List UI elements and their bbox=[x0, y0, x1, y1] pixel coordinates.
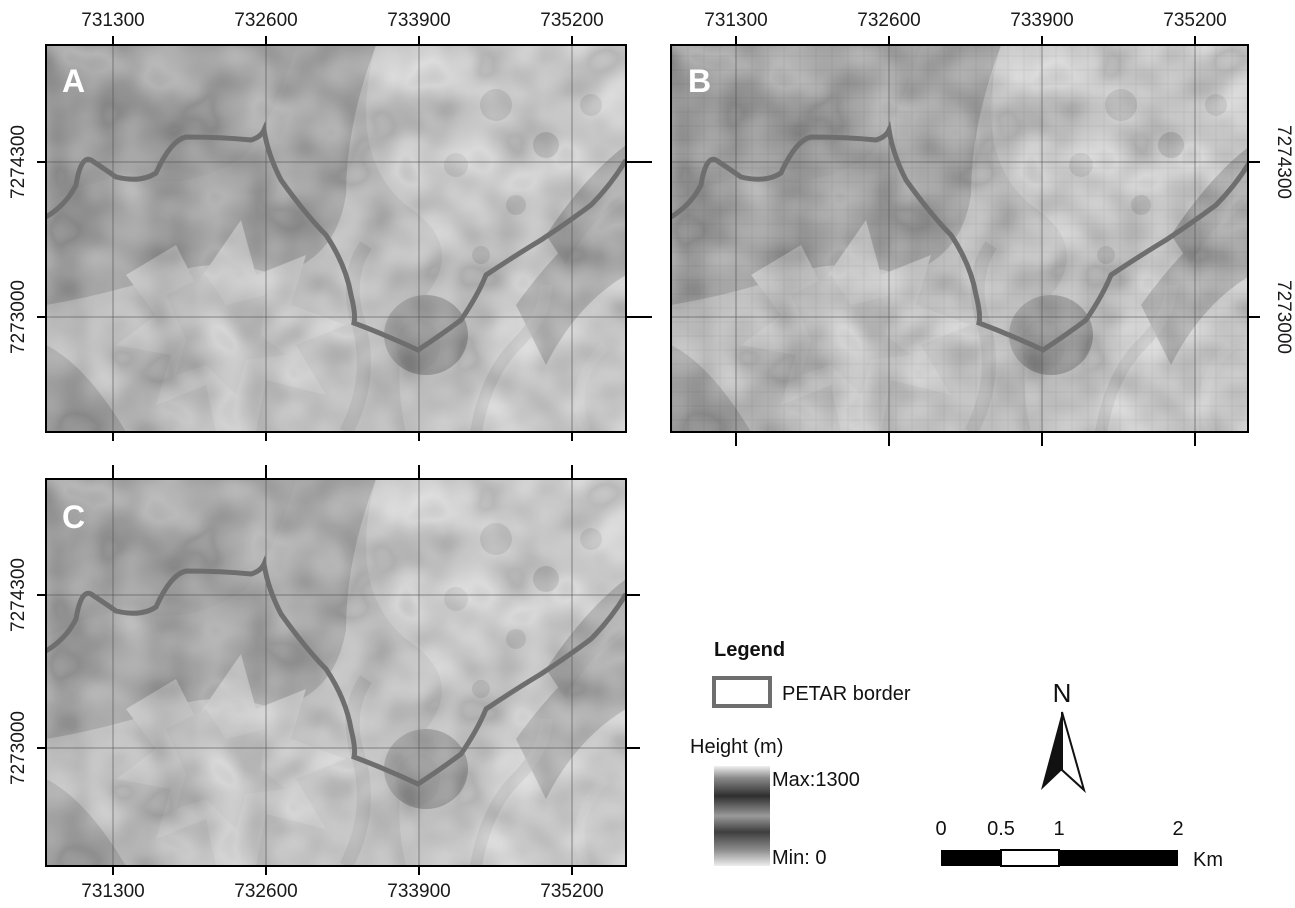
panel-c-x-tick-label: 732600 bbox=[234, 881, 297, 902]
scale-bar-label: 1 bbox=[1053, 818, 1064, 840]
panel-a-x-tick-label: 735200 bbox=[540, 10, 603, 31]
north-arrow-icon bbox=[1041, 712, 1062, 790]
panel-b-terrain bbox=[671, 45, 1248, 432]
petar-border-label: PETAR border bbox=[782, 683, 911, 705]
panel-c-x-tick-label: 735200 bbox=[540, 881, 603, 902]
panel-a-x-tick-label: 731300 bbox=[81, 10, 144, 31]
legend-title: Legend bbox=[714, 639, 785, 661]
panel-a-y-ticks bbox=[37, 161, 652, 318]
panel-a-letter: A bbox=[62, 63, 85, 99]
height-min-label: Min: 0 bbox=[772, 847, 826, 869]
panel-c-terrain bbox=[46, 479, 626, 866]
height-color-ramp bbox=[714, 766, 770, 866]
panel-b-x-tick-label: 731300 bbox=[704, 10, 767, 31]
panel-b-grid bbox=[671, 45, 1248, 432]
scale-bar-label: 0 bbox=[935, 818, 946, 840]
height-max-label: Max:1300 bbox=[772, 769, 860, 791]
panel-b-x-tick-label: 735200 bbox=[1163, 10, 1226, 31]
panel-c-y-tick-label: 7274300 bbox=[8, 558, 29, 632]
panel-c-grid bbox=[46, 479, 626, 866]
panel-c-x-tick-label: 731300 bbox=[81, 881, 144, 902]
panel-c-frame bbox=[45, 478, 627, 867]
scale-bar: 0 0.5 1 2 Km bbox=[935, 818, 1223, 871]
height-legend-title: Height (m) bbox=[690, 736, 783, 758]
panel-a-terrain bbox=[46, 45, 626, 432]
panel-a-x-ticks bbox=[112, 36, 573, 441]
panel-c-letter: C bbox=[62, 499, 85, 535]
petar-border-swatch bbox=[712, 676, 772, 708]
panel-c-y-ticks bbox=[37, 594, 640, 749]
panel-b-letter: B bbox=[688, 63, 711, 99]
panel-b-x-tick-label: 733900 bbox=[1010, 10, 1073, 31]
panel-b: B 731300 732600 733900 735200 7274300 72… bbox=[670, 10, 1294, 446]
panel-b-y-tick-label: 7273000 bbox=[1273, 280, 1294, 354]
panel-a-x-tick-label: 732600 bbox=[234, 10, 297, 31]
panel-a-x-tick-label: 733900 bbox=[387, 10, 450, 31]
panel-a-y-tick-label: 7274300 bbox=[8, 125, 29, 199]
panel-a-y-tick-label: 7273000 bbox=[8, 280, 29, 354]
panel-c-x-ticks bbox=[112, 465, 573, 875]
panel-c-x-tick-label: 733900 bbox=[387, 881, 450, 902]
scale-bar-label: 2 bbox=[1172, 818, 1183, 840]
north-arrow-letter: N bbox=[1053, 678, 1072, 708]
panel-a-grid bbox=[46, 45, 626, 432]
panel-a-frame bbox=[45, 44, 627, 433]
north-arrow: N bbox=[1041, 678, 1086, 794]
panel-a: A 731300 732600 733900 735200 7274300 72… bbox=[8, 10, 652, 441]
panel-b-y-tick-label: 7274300 bbox=[1273, 125, 1294, 199]
legend: Legend PETAR border Height (m) Max:1300 … bbox=[690, 639, 911, 869]
scale-bar-unit: Km bbox=[1193, 849, 1223, 871]
panel-b-y-ticks bbox=[1248, 161, 1260, 318]
panel-b-x-tick-label: 732600 bbox=[857, 10, 920, 31]
panel-b-frame bbox=[670, 44, 1249, 433]
scale-bar-label: 0.5 bbox=[987, 818, 1015, 840]
scale-bar-segment bbox=[941, 850, 1001, 866]
panel-b-x-ticks bbox=[735, 36, 1196, 446]
scale-bar-segment bbox=[1000, 849, 1060, 867]
panel-c-y-tick-label: 7273000 bbox=[8, 711, 29, 785]
scale-bar-segment bbox=[1059, 850, 1178, 866]
panel-c: C 731300 732600 733900 735200 7274300 72… bbox=[8, 465, 640, 902]
